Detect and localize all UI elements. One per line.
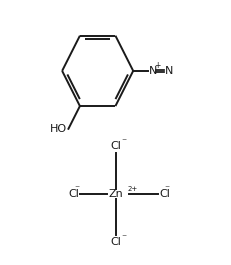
Text: Cl: Cl [110, 142, 121, 151]
Text: HO: HO [50, 124, 67, 134]
Text: Zn: Zn [108, 189, 123, 199]
Text: ⁻: ⁻ [74, 184, 79, 195]
Text: ⁻: ⁻ [121, 233, 126, 244]
Text: ⁻: ⁻ [164, 184, 169, 195]
Text: Cl: Cl [110, 237, 121, 247]
Text: N: N [148, 66, 156, 76]
Text: +: + [153, 61, 160, 70]
Text: 2+: 2+ [127, 186, 137, 192]
Text: Cl: Cl [158, 189, 169, 199]
Text: ⁻: ⁻ [121, 137, 126, 147]
Text: N: N [164, 66, 173, 76]
Text: Cl: Cl [68, 189, 79, 199]
